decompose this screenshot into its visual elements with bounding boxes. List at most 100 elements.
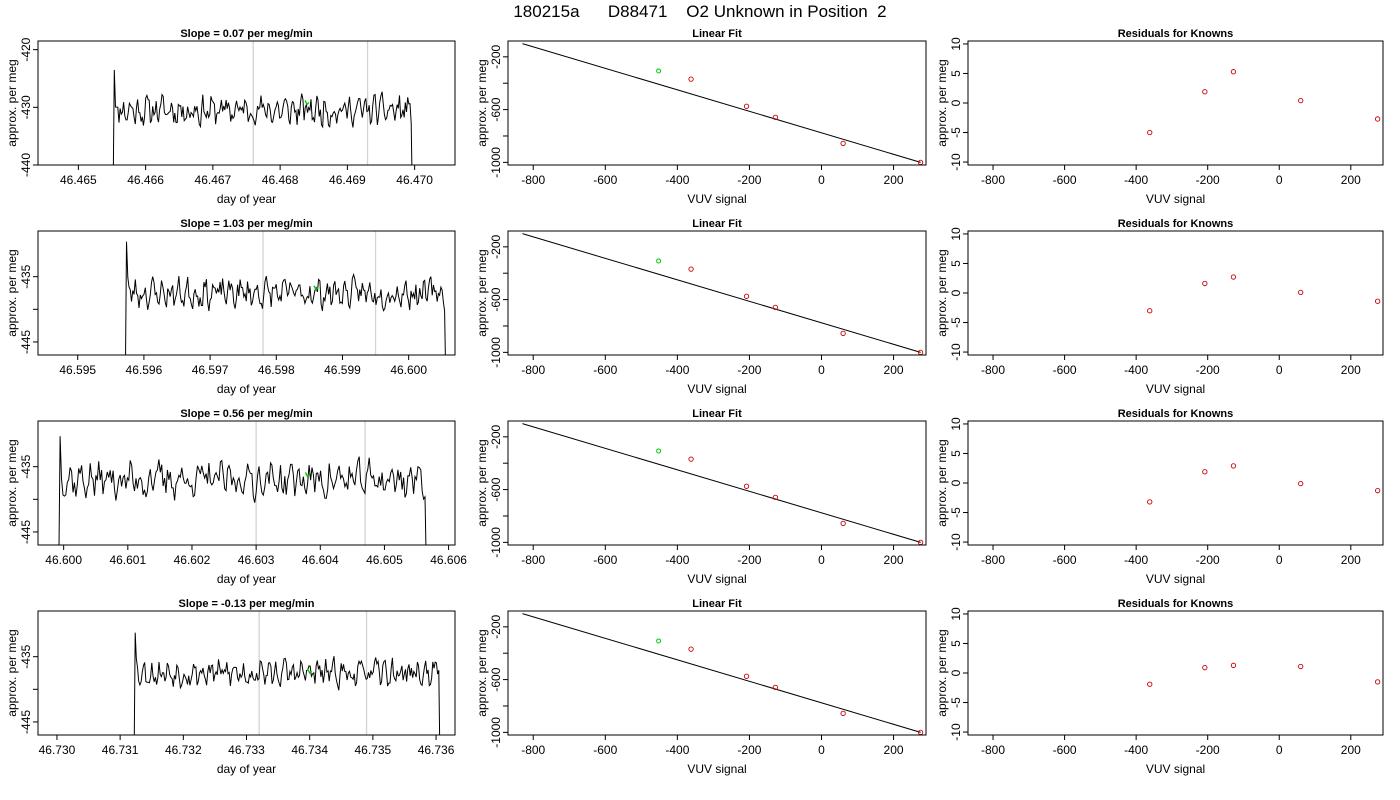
x-axis-label: VUV signal: [687, 382, 746, 396]
panel-title: Linear Fit: [692, 28, 742, 40]
y-axis-label: approx. per meg: [475, 59, 489, 146]
y-tick-label: 5: [949, 260, 963, 267]
x-tick-label: 46.466: [127, 173, 164, 187]
panel-time-series-1: Slope = 0.07 per meg/min day of year appro…: [5, 28, 456, 206]
y-tick-label: 10: [949, 37, 963, 51]
known-point: [840, 140, 846, 147]
y-tick-label: -435: [19, 644, 33, 668]
y-tick-label: -1000: [489, 337, 503, 368]
y-tick-label: -600: [489, 477, 503, 501]
residual-point: [1147, 499, 1153, 505]
residual-point: [1147, 308, 1153, 314]
x-tick-label: 46.469: [329, 173, 366, 187]
known-point: [743, 673, 750, 679]
panel-linear-fit-1: Linear Fit VUV signal approx. per meg -800 -…: [475, 28, 927, 206]
unknown-point: [656, 638, 662, 644]
x-tick-label: -800: [521, 743, 545, 757]
x-tick-label: 46.735: [355, 743, 392, 757]
x-tick-label: -800: [981, 173, 1005, 187]
data-trace: [133, 632, 441, 735]
panel-residuals-4: Residuals for Knowns VUV signal approx. pe…: [935, 598, 1384, 776]
x-tick-label: -200: [737, 363, 761, 377]
panel-residuals-3: Residuals for Knowns VUV signal approx. pe…: [935, 408, 1384, 586]
x-tick-label: 0: [1276, 173, 1283, 187]
x-tick-label: 46.467: [195, 173, 232, 187]
x-tick-label: 46.601: [109, 553, 146, 567]
panel-title: Residuals for Knowns: [1118, 28, 1234, 40]
x-tick-label: 46.733: [228, 743, 265, 757]
y-axis-label: approx. per meg: [935, 629, 949, 716]
unknown-marker: [313, 285, 319, 291]
y-tick-label: -445: [19, 330, 33, 354]
residual-point: [1202, 665, 1208, 671]
y-tick-label: 5: [949, 70, 963, 77]
plot-frame: [507, 610, 927, 736]
x-tick-label: 0: [1276, 553, 1283, 567]
x-axis-label: VUV signal: [687, 192, 746, 206]
x-tick-label: -400: [1124, 363, 1148, 377]
x-tick-label: -600: [1053, 553, 1077, 567]
x-tick-label: 46.603: [238, 553, 275, 567]
known-point: [772, 114, 779, 121]
x-tick-label: 46.468: [262, 173, 299, 187]
x-tick-label: 46.734: [291, 743, 328, 757]
x-tick-label: 46.470: [396, 173, 433, 187]
plot-frame: [507, 40, 927, 166]
panel-title: Residuals for Knowns: [1118, 408, 1234, 420]
y-tick-label: -200: [489, 615, 503, 639]
residual-point: [1298, 97, 1304, 104]
panel-linear-fit-4: Linear Fit VUV signal approx. per meg -800 -…: [475, 598, 927, 776]
residual-point: [1202, 280, 1208, 287]
residual-point: [1230, 463, 1237, 469]
x-tick-label: 46.602: [174, 553, 211, 567]
x-tick-label: 0: [818, 553, 825, 567]
x-tick-label: -200: [737, 553, 761, 567]
panel-time-series-2: Slope = 1.03 per meg/min day of year appro…: [5, 218, 456, 396]
y-axis-label: approx. per meg: [5, 59, 19, 146]
plot-area: [1147, 69, 1381, 136]
x-tick-label: -200: [1196, 743, 1220, 757]
y-tick-label: 10: [949, 227, 963, 241]
x-tick-label: -200: [1196, 553, 1220, 567]
x-tick-label: 46.597: [192, 363, 229, 377]
residual-point: [1147, 129, 1153, 136]
y-tick-label: 0: [949, 99, 963, 106]
panel-title: Linear Fit: [692, 598, 742, 610]
panel-residuals-2: Residuals for Knowns VUV signal approx. pe…: [935, 218, 1384, 396]
plot-frame: [37, 230, 456, 356]
y-tick-label: -1000: [489, 147, 503, 178]
unknown-point: [656, 68, 662, 74]
plot-area: [112, 41, 413, 165]
plot-area: [522, 613, 924, 735]
x-tick-label: -200: [1196, 173, 1220, 187]
residual-point: [1202, 469, 1208, 475]
x-tick-label: -800: [981, 743, 1005, 757]
plot-frame: [37, 610, 456, 736]
y-tick-label: -10: [949, 533, 963, 551]
x-tick-label: -600: [593, 553, 617, 567]
panel-title: Linear Fit: [692, 408, 742, 420]
residual-point: [1230, 274, 1237, 280]
residual-point: [1374, 116, 1381, 122]
panel-title: Slope = -0.13 per meg/min: [178, 598, 314, 610]
known-point: [743, 293, 750, 299]
x-tick-label: 46.600: [390, 363, 427, 377]
x-axis-label: VUV signal: [1146, 382, 1205, 396]
y-tick-label: -10: [949, 723, 963, 741]
y-tick-label: -440: [19, 153, 33, 177]
y-tick-label: -445: [19, 520, 33, 544]
x-tick-label: 46.599: [324, 363, 361, 377]
x-tick-label: 46.600: [45, 553, 82, 567]
figure-title: 180215a D88471 O2 Unknown in Position 2: [513, 2, 887, 21]
x-tick-label: 200: [1341, 553, 1361, 567]
y-tick-label: -600: [489, 287, 503, 311]
panel-time-series-4: Slope = -0.13 per meg/min day of year appr…: [5, 598, 456, 776]
x-tick-label: -600: [1053, 743, 1077, 757]
y-axis-label: approx. per meg: [475, 439, 489, 526]
y-tick-label: -1000: [489, 527, 503, 558]
unknown-point: [656, 448, 662, 454]
x-tick-label: 46.595: [59, 363, 96, 377]
x-tick-label: -600: [1053, 363, 1077, 377]
unknown-marker: [304, 472, 310, 478]
